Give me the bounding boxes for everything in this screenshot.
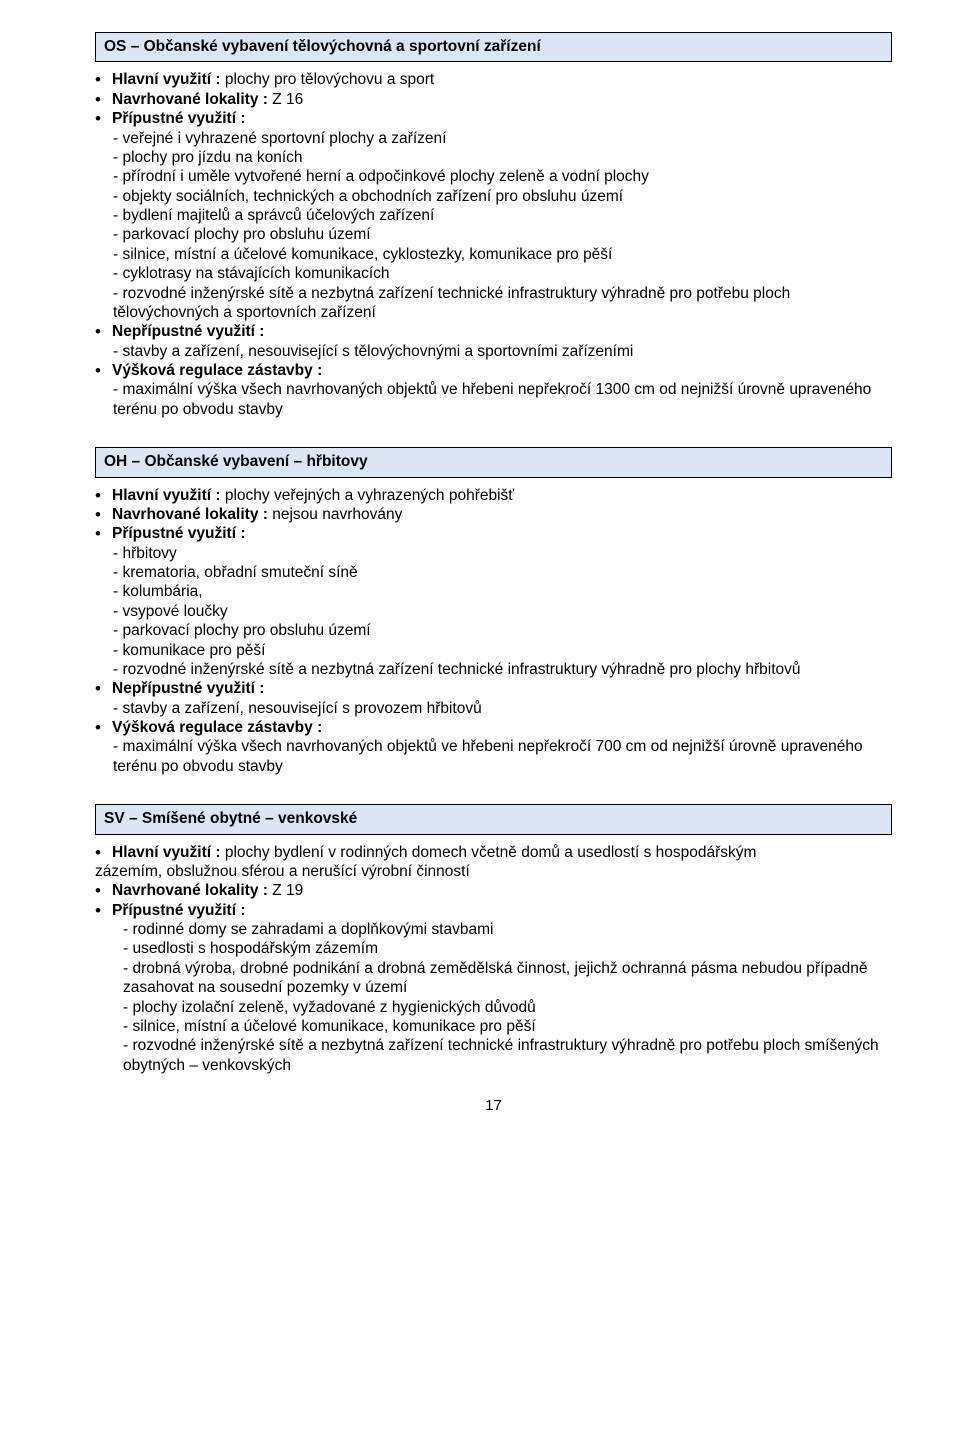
sub-line: - bydlení majitelů a správců účelových z… [113,206,892,225]
sub-line: - rozvodné inženýrské sítě a nezbytná za… [123,1036,892,1075]
sub-line: - silnice, místní a účelové komunikace, … [123,1017,892,1036]
section-title-sv: SV – Smíšené obytné – venkovské [95,804,892,834]
item-tail: Z 19 [268,882,303,899]
item-lead: Nepřípustné využití : [112,323,264,340]
list-item: Hlavní využití : plochy pro tělovýchovu … [95,70,892,89]
list-item: Výšková regulace zástavby : - maximální … [95,718,892,776]
item-lead: Výšková regulace zástavby : [112,719,322,736]
sub-line: - stavby a zařízení, nesouvisející s pro… [113,699,892,718]
sub-line: - stavby a zařízení, nesouvisející s těl… [113,342,892,361]
sub-lines: - veřejné i vyhrazené sportovní plochy a… [113,129,892,323]
sub-lines: - stavby a zařízení, nesouvisející s těl… [113,342,892,361]
sub-lines: - rodinné domy se zahradami a doplňkovým… [123,920,892,1075]
item-lead: Přípustné využití : [112,110,246,127]
list-item: Nepřípustné využití : - stavby a zařízen… [95,322,892,361]
item-lead: Navrhované lokality : [112,91,268,108]
item-tail: plochy pro tělovýchovu a sport [221,71,435,88]
item-lead: Hlavní využití : [112,487,221,504]
list-item: Výšková regulace zástavby : - maximální … [95,361,892,419]
sub-line: - vsypové loučky [113,602,892,621]
item-lead: Hlavní využití : [112,71,221,88]
item-tail: Z 16 [268,91,303,108]
section-title-oh: OH – Občanské vybavení – hřbitovy [95,447,892,477]
list-item: Přípustné využití : - rodinné domy se za… [95,901,892,1075]
list-item: Přípustné využití : - veřejné i vyhrazen… [95,109,892,322]
list-item: Přípustné využití : - hřbitovy - kremato… [95,524,892,679]
section-oh-list: Hlavní využití : plochy veřejných a vyhr… [95,486,892,777]
sub-line: - drobná výroba, drobné podnikání a drob… [123,959,892,998]
item-lead: Nepřípustné využití : [112,680,264,697]
section-os-list: Hlavní využití : plochy pro tělovýchovu … [95,70,892,419]
item-lead: Přípustné využití : [112,902,246,919]
item-lead: Navrhované lokality : [112,882,268,899]
sub-line: - plochy pro jízdu na koních [113,148,892,167]
item-hangtail: zázemím, obslužnou sférou a nerušící výr… [95,863,470,880]
item-tail: nejsou navrhovány [268,506,402,523]
sub-line: - přírodní i uměle vytvořené herní a odp… [113,167,892,186]
item-tail: plochy veřejných a vyhrazených pohřebišť [221,487,515,504]
sub-line: - usedlosti s hospodářským zázemím [123,939,892,958]
sub-line: - komunikace pro pěší [113,641,892,660]
list-item: Navrhované lokality : Z 19 [95,881,892,900]
list-item: Hlavní využití : plochy veřejných a vyhr… [95,486,892,505]
item-lead: Výšková regulace zástavby : [112,362,322,379]
section-title-os: OS – Občanské vybavení tělovýchovná a sp… [95,32,892,62]
list-item: Navrhované lokality : Z 16 [95,90,892,109]
document-page: OS – Občanské vybavení tělovýchovná a sp… [0,0,960,1146]
page-number: 17 [95,1097,892,1116]
item-lead: Hlavní využití : [112,844,221,861]
sub-lines: - hřbitovy - krematoria, obřadní smutečn… [113,544,892,680]
item-tail: plochy bydlení v rodinných domech včetně… [221,844,757,861]
sub-line: - cyklotrasy na stávajících komunikacích [113,264,892,283]
list-item: Navrhované lokality : nejsou navrhovány [95,505,892,524]
sub-line: - rozvodné inženýrské sítě a nezbytná za… [113,284,892,323]
sub-line: - hřbitovy [113,544,892,563]
sub-line: - plochy izolační zeleně, vyžadované z h… [123,998,892,1017]
sub-lines: - maximální výška všech navrhovaných obj… [113,737,892,776]
list-item: Nepřípustné využití : - stavby a zařízen… [95,679,892,718]
sub-line: - parkovací plochy pro obsluhu území [113,621,892,640]
sub-line: - krematoria, obřadní smuteční síně [113,563,892,582]
sub-line: - rozvodné inženýrské sítě a nezbytná za… [113,660,892,679]
section-sv-list: Hlavní využití : plochy bydlení v rodinn… [95,843,892,1076]
sub-line: - objekty sociálních, technických a obch… [113,187,892,206]
sub-line: - maximální výška všech navrhovaných obj… [113,380,892,419]
sub-line: - rodinné domy se zahradami a doplňkovým… [123,920,892,939]
sub-lines: - maximální výška všech navrhovaných obj… [113,380,892,419]
sub-line: - silnice, místní a účelové komunikace, … [113,245,892,264]
sub-line: - maximální výška všech navrhovaných obj… [113,737,892,776]
item-lead: Přípustné využití : [112,525,246,542]
sub-lines: - stavby a zařízení, nesouvisející s pro… [113,699,892,718]
sub-line: - kolumbária, [113,582,892,601]
item-lead: Navrhované lokality : [112,506,268,523]
sub-line: - parkovací plochy pro obsluhu území [113,225,892,244]
sub-line: - veřejné i vyhrazené sportovní plochy a… [113,129,892,148]
list-item: Hlavní využití : plochy bydlení v rodinn… [95,843,892,882]
